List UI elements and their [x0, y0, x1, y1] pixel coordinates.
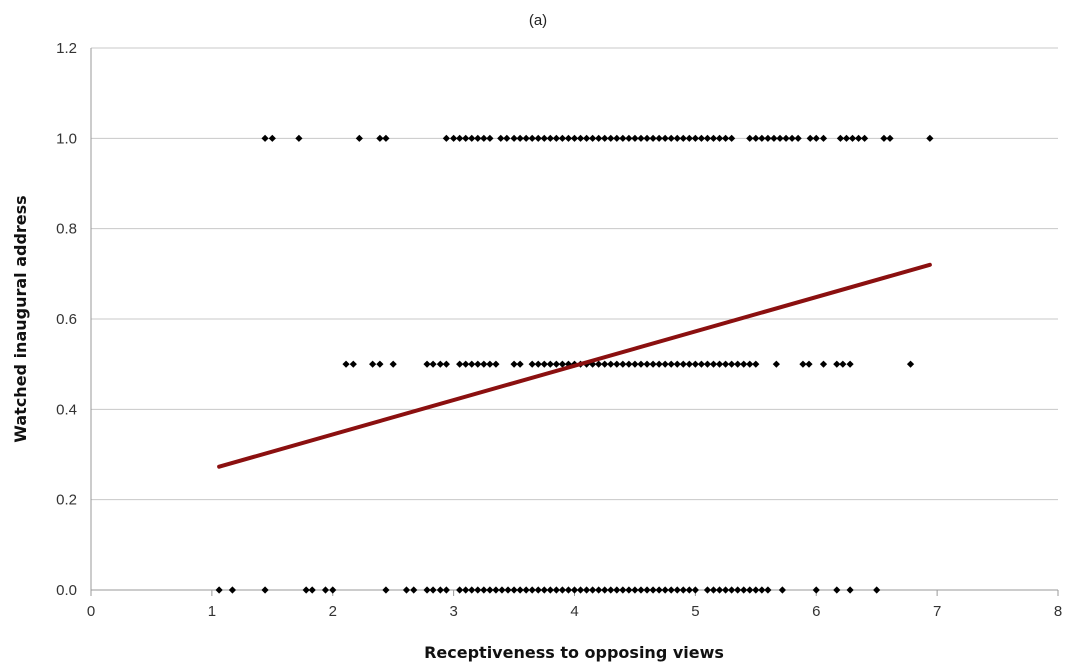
x-tick-label: 8 [1054, 603, 1062, 620]
data-point [839, 361, 846, 368]
data-point [486, 135, 493, 142]
x-tick-label: 7 [933, 603, 941, 620]
data-point [517, 361, 524, 368]
data-point [443, 361, 450, 368]
data-point [813, 586, 820, 593]
data-point [261, 135, 268, 142]
data-point [429, 361, 436, 368]
data-point [322, 586, 329, 593]
data-point [269, 135, 276, 142]
gridlines [91, 48, 1058, 500]
data-point [926, 135, 933, 142]
data-point [813, 135, 820, 142]
chart-title: (a) [529, 12, 547, 29]
data-point [403, 586, 410, 593]
data-point [833, 586, 840, 593]
data-point [350, 361, 357, 368]
data-point [382, 135, 389, 142]
data-point [907, 361, 914, 368]
x-tick-label: 0 [87, 603, 95, 620]
x-tick-label: 2 [329, 603, 337, 620]
x-tick-label: 5 [691, 603, 699, 620]
x-tick-labels: 0 1 2 3 4 5 6 7 8 [87, 603, 1062, 620]
y-tick-labels: 0.0 0.2 0.4 0.6 0.8 1.0 1.2 [56, 40, 77, 599]
axes [91, 48, 1058, 596]
data-point [764, 586, 771, 593]
data-point [443, 586, 450, 593]
data-point [873, 586, 880, 593]
y-tick-label: 1.2 [56, 40, 77, 57]
data-point [861, 135, 868, 142]
data-point [429, 586, 436, 593]
data-point [356, 135, 363, 142]
y-tick-label: 0.6 [56, 311, 77, 328]
data-point [376, 361, 383, 368]
y-tick-label: 0.2 [56, 492, 77, 509]
data-point [229, 586, 236, 593]
data-point [503, 135, 510, 142]
data-point [295, 135, 302, 142]
data-point [692, 586, 699, 593]
data-point [820, 361, 827, 368]
data-point [329, 586, 336, 593]
data-point [216, 586, 223, 593]
data-point [773, 361, 780, 368]
data-point [728, 135, 735, 142]
x-tick-label: 3 [449, 603, 457, 620]
x-tick-label: 6 [812, 603, 820, 620]
data-point [820, 135, 827, 142]
data-point [846, 586, 853, 593]
y-tick-label: 0.4 [56, 401, 77, 418]
data-point [805, 361, 812, 368]
data-point [886, 135, 893, 142]
data-point [410, 586, 417, 593]
data-point [342, 361, 349, 368]
x-tick-label: 1 [208, 603, 216, 620]
y-axis-title: Watched inaugural address [11, 195, 30, 442]
data-point [369, 361, 376, 368]
data-point [492, 361, 499, 368]
data-point [443, 135, 450, 142]
data-point [752, 361, 759, 368]
data-point [795, 135, 802, 142]
y-tick-label: 0.8 [56, 221, 77, 238]
y-tick-label: 1.0 [56, 130, 77, 147]
data-point [309, 586, 316, 593]
y-tick-label: 0.0 [56, 582, 77, 599]
data-point [779, 586, 786, 593]
data-point [261, 586, 268, 593]
x-tick-label: 4 [570, 603, 578, 620]
data-point [390, 361, 397, 368]
data-point [382, 586, 389, 593]
x-axis-title: Receptiveness to opposing views [424, 643, 724, 662]
data-point [846, 361, 853, 368]
